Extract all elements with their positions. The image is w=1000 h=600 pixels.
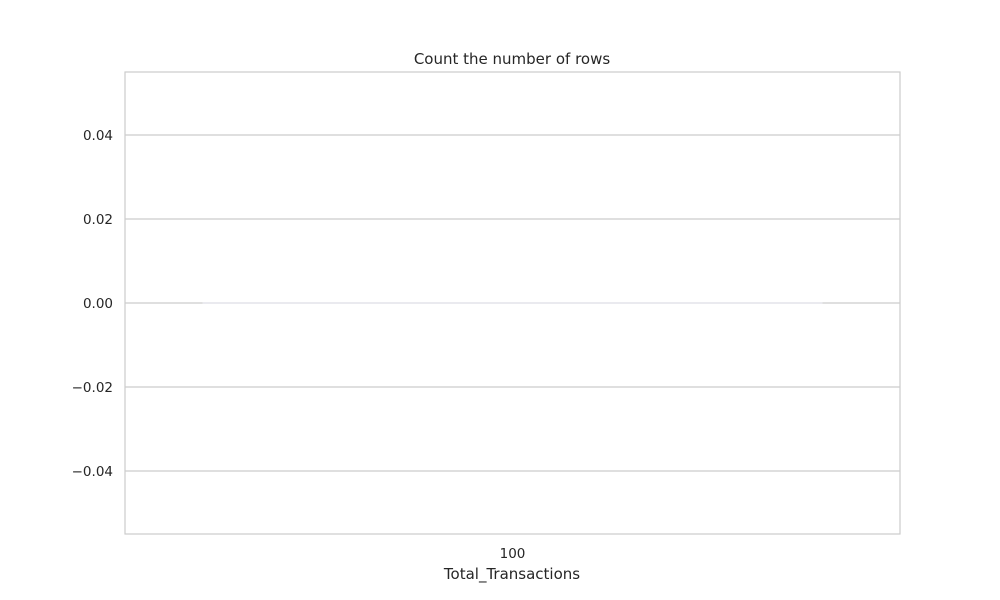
y-tick-label: −0.02 <box>72 380 113 396</box>
plot-frame <box>124 71 901 535</box>
bars <box>202 302 823 304</box>
y-tick-label: 0.02 <box>83 212 113 228</box>
y-tick-label: 0.00 <box>83 296 113 312</box>
x-axis-label: Total_Transactions <box>443 565 580 584</box>
x-tick-labels: 100 <box>500 546 526 562</box>
y-tick-labels: 0.04 0.02 0.00 −0.02 −0.04 <box>72 128 113 480</box>
y-tick-label: −0.04 <box>72 464 113 480</box>
bar <box>202 302 823 304</box>
y-tick-label: 0.04 <box>83 128 113 144</box>
chart-title: Count the number of rows <box>414 50 611 68</box>
x-tick-label: 100 <box>500 546 526 562</box>
